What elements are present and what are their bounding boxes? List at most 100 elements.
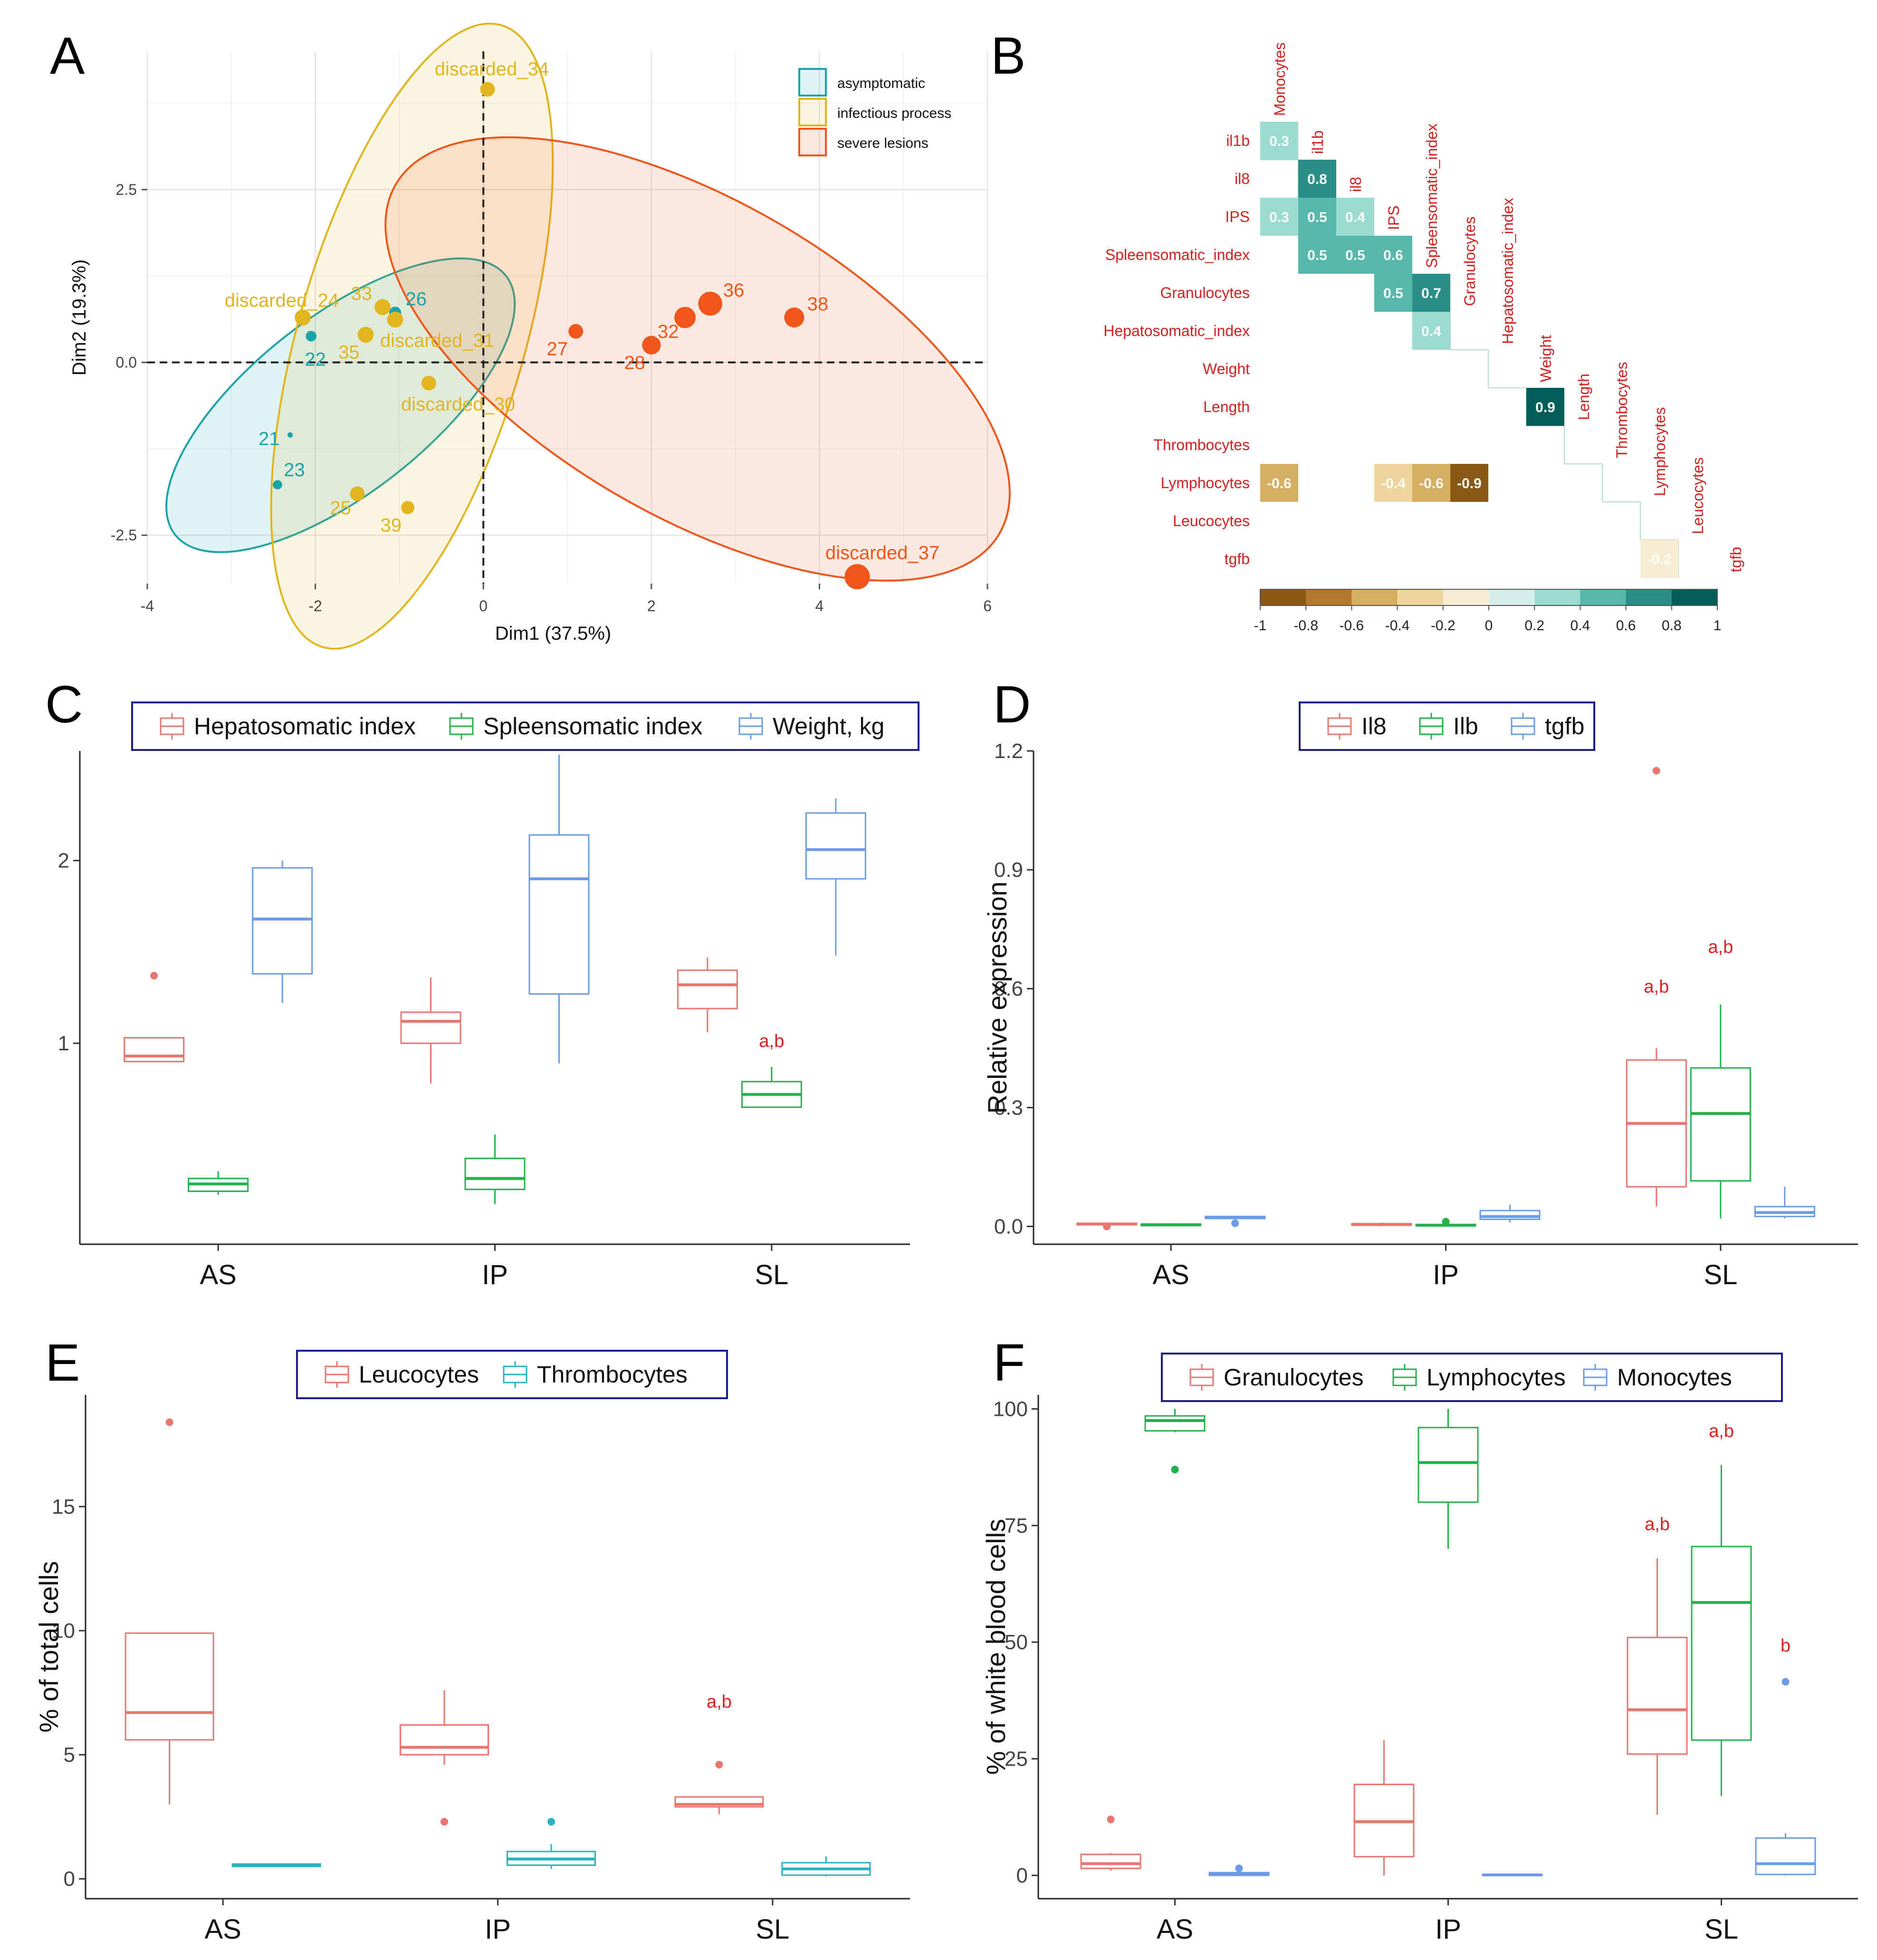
heatmap-cell [1260,122,1298,160]
legend-label: Weight, kg [773,713,884,740]
colorbar-tick-label: -0.4 [1385,618,1410,634]
heatmap-cell-value: 0.4 [1421,324,1441,339]
heatmap-cell [1640,540,1678,578]
data-point [287,432,293,438]
box-red [1627,1636,1688,1755]
legend-label: Il8 [1361,713,1387,740]
outlier-point [547,1818,555,1826]
point-label: discarded_24 [225,290,339,311]
legend-key-infectious [798,98,827,126]
colorbar-segment [1580,589,1627,605]
y-tick-label: 0.6 [994,977,1023,1000]
outlier-point [1107,1816,1115,1824]
y-tick-label: 0.9 [994,858,1023,882]
white-blood-cells-boxplot-panel: 0 25 50 75 100 AS IP SL % of white blood cells a,… [981,1353,1858,1945]
significance-label: a,b [1709,1421,1734,1441]
y-tick-label: 0 [64,1867,75,1891]
heatmap-row-label: tgfb [1225,550,1250,567]
heatmap-cell [1374,464,1412,502]
colorbar-segment [1626,589,1672,605]
x-tick-label: -4 [141,597,154,615]
legend-box [1161,1353,1783,1402]
data-point [674,307,696,328]
heatmap-cell-value: -0.2 [1647,552,1672,567]
heatmap-cell-value: -0.6 [1419,476,1444,491]
point-label: 23 [284,460,305,480]
heatmap-cell [1412,312,1450,350]
heatmap-column-label: il1b [1309,130,1326,154]
heatmap-cell-value: 0.7 [1421,286,1441,301]
colorbar-tick-label: 0 [1485,618,1493,634]
outlier-point [1235,1864,1243,1873]
heatmap-cell [1336,198,1374,236]
data-point [357,327,374,343]
colorbar-tick-label: -0.8 [1293,618,1318,634]
heatmap-cell-value: -0.6 [1267,476,1292,491]
box-green [1691,1546,1752,1741]
y-tick-label: 0.3 [994,1096,1023,1119]
heatmap-column-label: Lymphocytes [1651,407,1668,496]
outlier-point [1103,1222,1111,1230]
confidence-ellipse-severe [384,136,1011,582]
x-tick-label: 2 [647,597,656,615]
significance-label: a,b [707,1692,732,1712]
panel-label-f: F [993,1334,1025,1392]
heatmap-column-label: Monocytes [1271,42,1288,116]
y-tick-label: 5 [64,1743,75,1767]
point-label: discarded_31 [380,330,494,351]
heatmap-row-label: Length [1203,398,1250,415]
legend-label: Monocytes [1617,1364,1732,1391]
legend-key-severe [798,128,827,156]
colorbar-segment [1489,589,1535,605]
x-tick-label: 6 [983,597,992,615]
data-point [387,311,403,328]
correlation-heatmap-panel: Monocytes il1b il8 IPS Spleensomatic_index Gr… [1103,42,1744,634]
x-tick-label: IP [1433,1259,1459,1290]
heatmap-column-label: Hepatosomatic_index [1499,198,1516,344]
point-label: 35 [338,342,360,363]
box-red [400,1724,489,1756]
heatmap-cell [1298,160,1336,198]
heatmap-column-label: Spleensomatic_index [1423,124,1440,268]
y-axis-title: Relative expression [982,882,1012,1114]
heatmap-row-label: il1b [1226,132,1250,149]
heatmap-cell [1374,236,1412,274]
panel-label-d: D [993,675,1031,734]
x-tick-label: -2 [308,597,322,615]
data-point [698,291,722,316]
confidence-ellipse-infectious [270,22,554,650]
legend-label: Lymphocytes [1427,1364,1566,1391]
data-point [306,331,316,342]
colorbar-tick-label: -0.2 [1431,618,1456,634]
legend-label: Leucocytes [359,1361,479,1388]
data-point [480,82,495,97]
point-label: discarded_34 [435,58,549,79]
x-axis-title: Dim1 (37.5%) [495,623,612,644]
box-blue [1479,1210,1541,1220]
box-green [464,1157,526,1191]
colorbar-segment [1306,589,1352,605]
heatmap-row-label: Granulocytes [1160,284,1250,301]
colorbar-segment [1671,589,1718,605]
heatmap-column-label: Leucocytes [1689,457,1706,534]
point-label: 26 [406,289,427,310]
colorbar-segment [1534,589,1581,605]
box-blue [252,867,313,975]
box-green [1690,1067,1751,1182]
significance-label: b [1781,1636,1791,1656]
point-label: discarded_37 [825,543,939,564]
outlier-point [1652,767,1660,775]
legend-label: infectious process [837,106,951,121]
outlier-point [1231,1219,1239,1227]
heatmap-column-label: Weight [1537,335,1554,382]
legend-box [131,701,919,751]
y-tick-label: 15 [52,1495,75,1518]
heatmap-row-label: il8 [1235,170,1250,187]
y-tick-label: 0.0 [116,354,137,371]
heatmap-column-label: Granulocytes [1461,216,1478,306]
point-label: 25 [330,498,351,519]
heatmap-row-label: IPS [1225,208,1250,225]
legend-label: Thrombocytes [537,1361,688,1388]
point-label: 28 [624,353,645,374]
